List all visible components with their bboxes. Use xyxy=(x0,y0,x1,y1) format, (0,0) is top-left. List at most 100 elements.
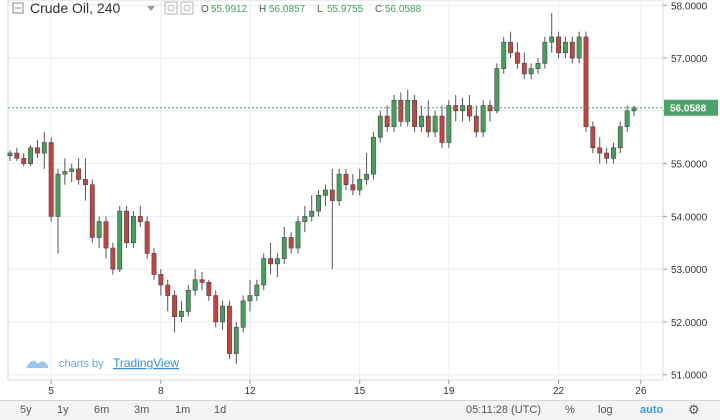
candle-body-up xyxy=(419,115,424,127)
settings-icon-gear xyxy=(183,4,191,12)
candle xyxy=(542,36,548,69)
candle xyxy=(158,269,164,296)
candle xyxy=(323,184,328,206)
candle-body-up xyxy=(357,179,363,191)
candle xyxy=(110,242,116,275)
candle xyxy=(583,31,589,132)
candle xyxy=(131,211,136,249)
range-1d-button[interactable]: 1d xyxy=(214,404,227,416)
percent-toggle[interactable]: % xyxy=(565,404,575,416)
candle-body-down xyxy=(21,158,27,164)
candle-body-up xyxy=(254,284,260,296)
y-tick-label: 54.0000 xyxy=(671,212,708,223)
candle-body-up xyxy=(131,216,136,244)
candle xyxy=(103,216,109,259)
candle-body-up xyxy=(309,210,315,217)
tradingview-logo-icon xyxy=(26,360,48,368)
candle-body-down xyxy=(83,179,88,186)
candle-body-down xyxy=(425,115,431,133)
range-6m-button[interactable]: 6m xyxy=(94,404,110,416)
candle xyxy=(391,95,397,132)
range-1y-button[interactable]: 1y xyxy=(57,404,69,416)
chevron-down-icon[interactable] xyxy=(147,6,155,11)
candle-body-down xyxy=(48,142,54,217)
candle-body-up xyxy=(28,147,33,164)
candle-body-down xyxy=(165,284,171,296)
candle xyxy=(480,100,486,138)
range-3m-button[interactable]: 3m xyxy=(134,404,150,416)
chart-canvas[interactable]: 51.000052.000053.000054.000055.000056.00… xyxy=(0,0,720,400)
range-1m-button[interactable]: 1m xyxy=(175,404,191,416)
candle-body-up xyxy=(432,115,438,133)
candle xyxy=(576,31,582,64)
candle xyxy=(597,137,603,164)
candle xyxy=(535,58,541,74)
candle xyxy=(117,205,123,272)
candle-body-up xyxy=(391,99,397,127)
candle xyxy=(556,31,561,59)
candle xyxy=(62,158,68,185)
tradingview-link[interactable]: TradingView xyxy=(113,356,179,370)
auto-toggle[interactable]: auto xyxy=(640,404,664,416)
candle xyxy=(329,168,335,270)
candle-body-down xyxy=(515,52,520,64)
candle-body-down xyxy=(556,36,561,54)
candle xyxy=(41,131,47,169)
candle-body-up xyxy=(563,41,568,54)
candle-body-down xyxy=(124,210,129,244)
candle-body-up xyxy=(281,237,287,259)
x-tick-label: 26 xyxy=(635,386,647,397)
candle-body-up xyxy=(69,168,75,172)
candle-body-up xyxy=(233,326,239,354)
range-5y-button[interactable]: 5y xyxy=(20,404,32,416)
candle-body-up xyxy=(179,311,184,317)
legend-header: Crude Oil, 240 O 55.9912 H 56.0857 L 55.9755 C 5… xyxy=(12,0,422,16)
candle xyxy=(295,216,301,254)
candle-body-down xyxy=(199,279,205,283)
settings-icon[interactable] xyxy=(180,1,194,15)
candle-body-up xyxy=(377,115,383,138)
candle xyxy=(419,105,424,132)
candle xyxy=(336,168,342,206)
candle xyxy=(316,190,321,217)
candle-body-down xyxy=(213,295,219,323)
candle xyxy=(254,279,260,301)
candle-body-down xyxy=(412,99,417,127)
candle-body-down xyxy=(467,105,472,117)
candle-body-down xyxy=(268,258,273,265)
candle-body-up xyxy=(302,216,308,222)
gear-icon[interactable]: ⚙ xyxy=(688,402,700,417)
x-tick-label: 19 xyxy=(443,386,455,397)
candle-body-up xyxy=(528,68,534,75)
candle-body-down xyxy=(137,216,143,222)
candle-body-down xyxy=(604,152,609,159)
candle-body-up xyxy=(62,171,68,175)
candle xyxy=(563,36,568,59)
candle xyxy=(48,137,54,222)
settings-icon[interactable] xyxy=(164,1,178,15)
y-tick-label: 53.0000 xyxy=(671,265,708,276)
candle-body-up xyxy=(185,289,191,312)
candle xyxy=(302,205,308,233)
candles xyxy=(7,13,637,365)
candle xyxy=(425,100,431,138)
candle xyxy=(21,153,27,167)
symbol-title[interactable]: Crude Oil, 240 xyxy=(30,0,120,16)
x-tick-label: 5 xyxy=(48,386,54,397)
candle xyxy=(515,42,520,69)
candle-body-down xyxy=(521,63,527,75)
candle xyxy=(494,63,500,114)
candle xyxy=(185,285,191,317)
candle xyxy=(240,295,246,333)
candle xyxy=(377,110,383,143)
candle xyxy=(309,195,315,222)
candle xyxy=(179,300,184,322)
candle-body-up xyxy=(220,305,225,323)
log-toggle[interactable]: log xyxy=(598,404,613,416)
ohlc-key: O xyxy=(201,4,209,15)
candle xyxy=(412,95,417,132)
candle-body-up xyxy=(261,258,267,286)
candle-body-up xyxy=(624,110,630,127)
candle xyxy=(76,158,81,185)
